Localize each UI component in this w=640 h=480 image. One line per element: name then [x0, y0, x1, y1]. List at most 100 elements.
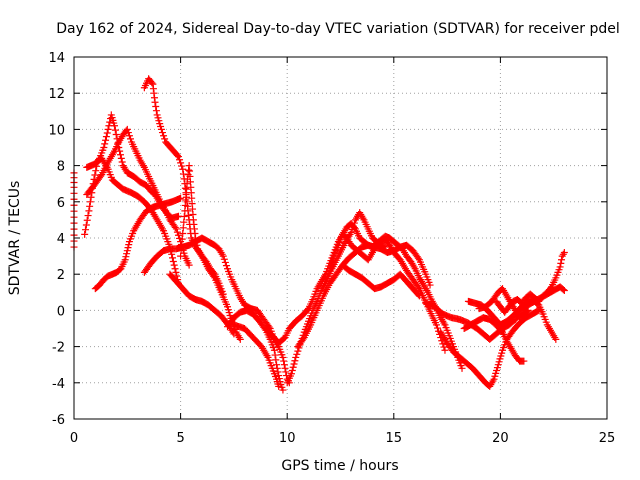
series-sat-track-15 — [322, 209, 389, 287]
data-point — [273, 361, 281, 369]
data-point — [152, 102, 160, 110]
data-point — [158, 129, 166, 137]
x-tick-label: 15 — [386, 431, 403, 446]
data-point — [210, 269, 218, 277]
data-point — [414, 254, 422, 262]
data-point — [279, 353, 287, 361]
data-point — [171, 223, 179, 231]
data-point — [520, 357, 528, 365]
data-point — [558, 256, 566, 264]
data-point — [192, 238, 200, 246]
data-point — [95, 156, 103, 164]
data-point — [121, 256, 129, 264]
data-point — [123, 125, 131, 133]
data-point — [91, 171, 99, 179]
data-point — [101, 140, 109, 148]
data-point — [281, 364, 289, 372]
data-point — [350, 219, 358, 227]
chart-title: Day 162 of 2024, Sidereal Day-to-day VTE… — [56, 21, 620, 37]
data-point — [160, 132, 168, 140]
data-point — [85, 207, 93, 215]
data-point — [124, 244, 132, 252]
data-point — [534, 307, 542, 315]
data-point — [414, 291, 422, 299]
data-point — [81, 230, 89, 238]
data-point — [432, 321, 440, 329]
data-point — [151, 98, 159, 106]
data-point — [287, 370, 295, 378]
series-sat-track-8 — [166, 270, 238, 338]
data-point — [192, 234, 200, 242]
data-point — [288, 366, 296, 374]
data-point — [125, 132, 133, 140]
data-point — [161, 135, 169, 143]
data-point — [83, 216, 91, 224]
data-point — [103, 129, 111, 137]
data-point — [415, 292, 423, 300]
data-point — [123, 247, 131, 255]
data-point — [552, 335, 560, 343]
data-point — [290, 360, 298, 368]
data-point — [524, 306, 532, 314]
x-axis-label: GPS time / hours — [281, 458, 398, 474]
data-point — [222, 262, 230, 270]
y-tick-label: 4 — [57, 232, 65, 247]
data-point — [178, 162, 186, 170]
y-tick-label: 12 — [48, 87, 65, 102]
data-point — [560, 248, 568, 256]
data-point — [100, 144, 108, 151]
data-point — [426, 281, 434, 289]
data-point — [272, 356, 280, 364]
x-axis-tick-labels: 0 5 10 15 20 25 — [70, 431, 615, 446]
plot-frame — [73, 56, 608, 420]
data-point — [556, 263, 564, 271]
data-point — [126, 135, 134, 143]
data-point — [152, 107, 160, 115]
data-point — [118, 158, 126, 166]
data-point — [168, 254, 176, 262]
x-tick-label: 5 — [176, 431, 184, 446]
data-point — [177, 194, 185, 202]
data-point — [292, 353, 300, 361]
data-point — [174, 153, 182, 161]
data-point — [148, 79, 156, 87]
data-point — [82, 221, 90, 229]
series-sat-track-11 — [230, 321, 283, 390]
data-point — [236, 335, 244, 343]
data-point — [177, 159, 185, 167]
y-tick-label: 10 — [48, 123, 65, 138]
data-point — [157, 125, 165, 133]
data-point — [122, 253, 130, 261]
y-tick-label: 0 — [57, 304, 65, 319]
data-point — [179, 165, 187, 173]
data-point — [104, 125, 112, 133]
data-point — [219, 290, 227, 298]
data-point — [559, 286, 567, 294]
data-point — [219, 252, 227, 260]
data-point — [280, 361, 288, 369]
series-sat-track-22 — [475, 285, 532, 322]
series-sat-track-5 — [91, 194, 185, 293]
data-point — [414, 283, 422, 291]
data-point — [172, 225, 180, 233]
y-axis-label: SDTVAR / TECUs — [7, 181, 23, 296]
data-point — [179, 170, 187, 178]
data-point — [441, 346, 449, 354]
y-axis-tick-labels: -6 -4 -2 0 2 4 6 8 10 12 14 — [48, 51, 65, 428]
data-point — [125, 241, 133, 249]
data-point — [523, 307, 531, 315]
data-point — [123, 250, 131, 258]
data-point — [172, 268, 180, 276]
data-point — [270, 346, 278, 354]
y-tick-label: -2 — [52, 341, 65, 356]
axis-ticks — [73, 56, 608, 420]
data-point — [111, 122, 119, 130]
data-point — [97, 172, 105, 180]
data-point — [82, 226, 90, 234]
x-tick-label: 10 — [279, 431, 296, 446]
data-point — [92, 167, 100, 175]
data-point — [173, 151, 181, 159]
data-point — [559, 250, 567, 258]
data-point — [174, 231, 182, 239]
